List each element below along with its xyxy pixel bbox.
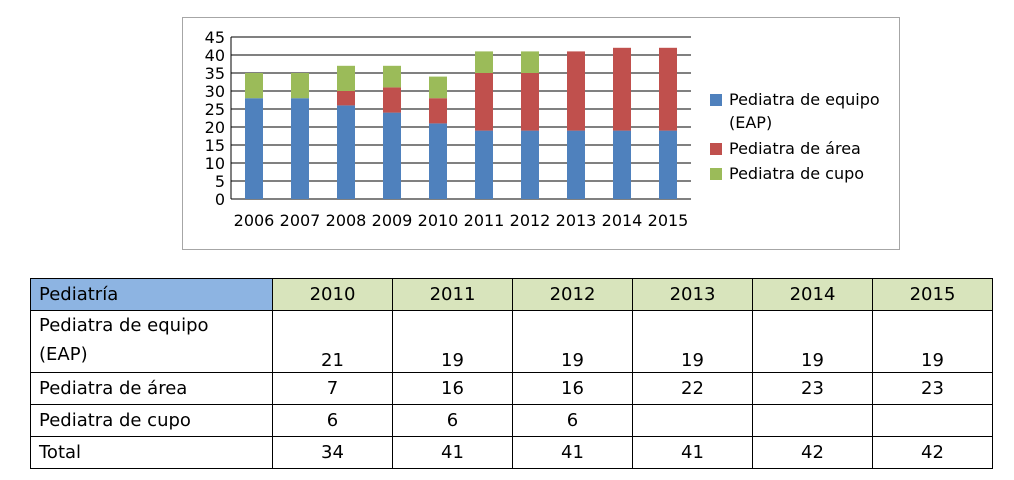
x-tick-label: 2015 <box>648 211 689 230</box>
bar-segment-area <box>521 73 539 131</box>
bar-segment-equipo <box>521 130 539 199</box>
table-cell: 6 <box>272 404 393 437</box>
header-cell-2015: 2015 <box>872 278 993 311</box>
y-tick-label: 30 <box>205 82 225 101</box>
y-tick-label: 25 <box>205 100 225 119</box>
bar-segment-equipo <box>429 123 447 199</box>
legend-swatch <box>710 168 722 180</box>
legend-label: Pediatra de cupo <box>729 164 864 183</box>
y-tick-label: 15 <box>205 136 225 155</box>
table-cell: 6 <box>392 404 513 437</box>
table-cell: 19 <box>752 310 873 373</box>
bar-segment-cupo <box>521 51 539 73</box>
bar-segment-equipo <box>613 130 631 199</box>
header-cell-pediatria: Pediatría <box>30 278 273 311</box>
y-tick-label: 5 <box>215 172 225 191</box>
bar-segment-area <box>337 91 355 106</box>
x-tick-label: 2012 <box>510 211 551 230</box>
bar-segment-cupo <box>291 73 309 99</box>
bar-segment-equipo <box>383 112 401 199</box>
x-tick-label: 2013 <box>556 211 597 230</box>
table-cell: 7 <box>272 372 393 405</box>
table-cell: 19 <box>512 310 633 373</box>
table-cell: 19 <box>392 310 513 373</box>
legend-label: (EAP) <box>729 113 772 132</box>
bar-segment-area <box>383 87 401 113</box>
bar-segment-equipo <box>245 98 263 199</box>
row-label-total: Total <box>30 436 273 469</box>
y-tick-label: 45 <box>205 28 225 47</box>
row-label-line-2: (EAP) <box>39 344 88 365</box>
x-tick-label: 2008 <box>326 211 367 230</box>
x-tick-label: 2006 <box>234 211 275 230</box>
y-tick-label: 0 <box>215 190 225 209</box>
bar-segment-equipo <box>567 130 585 199</box>
row-label-pediatra-area: Pediatra de área <box>30 372 273 405</box>
table-cell <box>872 404 993 437</box>
row-label-line-1: Pediatra de equipo <box>39 315 209 336</box>
bar-segment-cupo <box>429 76 447 99</box>
header-cell-2010: 2010 <box>272 278 393 311</box>
pediatria-table: Pediatría 2010 2011 2012 2013 2014 2015 … <box>30 278 993 469</box>
table-cell: 41 <box>632 436 753 469</box>
legend-label: Pediatra de equipo <box>729 90 880 109</box>
x-tick-label: 2010 <box>418 211 459 230</box>
table-cell: 6 <box>512 404 633 437</box>
header-cell-2014: 2014 <box>752 278 873 311</box>
y-tick-label: 40 <box>205 46 225 65</box>
table-cell: 19 <box>872 310 993 373</box>
table-cell: 34 <box>272 436 393 469</box>
table-cell: 42 <box>872 436 993 469</box>
bar-segment-equipo <box>475 130 493 199</box>
table-cell: 22 <box>632 372 753 405</box>
table-cell: 42 <box>752 436 873 469</box>
bar-segment-area <box>429 98 447 124</box>
bar-segment-equipo <box>337 105 355 199</box>
bar-segment-cupo <box>245 73 263 99</box>
bar-segment-equipo <box>659 130 677 199</box>
legend-swatch <box>710 94 722 106</box>
legend-label: Pediatra de área <box>729 139 861 158</box>
table-header-row: Pediatría 2010 2011 2012 2013 2014 2015 <box>30 278 993 311</box>
bar-segment-cupo <box>337 65 355 91</box>
bar-segment-area <box>659 47 677 131</box>
bar-segment-equipo <box>291 98 309 199</box>
row-label-pediatra-cupo: Pediatra de cupo <box>30 404 273 437</box>
x-tick-label: 2009 <box>372 211 413 230</box>
header-cell-2011: 2011 <box>392 278 513 311</box>
header-cell-2013: 2013 <box>632 278 753 311</box>
y-tick-label: 10 <box>205 154 225 173</box>
bar-segment-cupo <box>475 51 493 73</box>
table-cell: 16 <box>392 372 513 405</box>
x-tick-label: 2007 <box>280 211 321 230</box>
y-tick-label: 35 <box>205 64 225 83</box>
bar-segment-area <box>475 73 493 131</box>
legend-swatch <box>710 143 722 155</box>
table-row-total: Total 34 41 41 41 42 42 <box>30 436 993 469</box>
bar-segment-area <box>613 47 631 131</box>
table-cell: 41 <box>392 436 513 469</box>
y-tick-label: 20 <box>205 118 225 137</box>
table-row-pediatra-cupo: Pediatra de cupo 6 6 6 <box>30 404 993 437</box>
x-tick-label: 2014 <box>602 211 643 230</box>
table-cell: 21 <box>272 310 393 373</box>
row-label-pediatra-equipo: Pediatra de equipo (EAP) <box>30 310 273 373</box>
table-cell: 19 <box>632 310 753 373</box>
table-cell: 16 <box>512 372 633 405</box>
table-cell <box>752 404 873 437</box>
table-cell: 41 <box>512 436 633 469</box>
stacked-bar-chart: 0 5 10 15 20 25 30 35 40 45 2006 2007 2008 2009 2010 20… <box>182 17 900 250</box>
table-row-pediatra-equipo: Pediatra de equipo (EAP) 21 19 19 19 19 1… <box>30 310 993 373</box>
table-cell <box>632 404 753 437</box>
header-cell-2012: 2012 <box>512 278 633 311</box>
table-row-pediatra-area: Pediatra de área 7 16 16 22 23 23 <box>30 372 993 405</box>
table-cell: 23 <box>872 372 993 405</box>
x-tick-label: 2011 <box>464 211 505 230</box>
table-cell: 23 <box>752 372 873 405</box>
bar-segment-cupo <box>383 65 401 88</box>
bar-segment-area <box>567 51 585 131</box>
